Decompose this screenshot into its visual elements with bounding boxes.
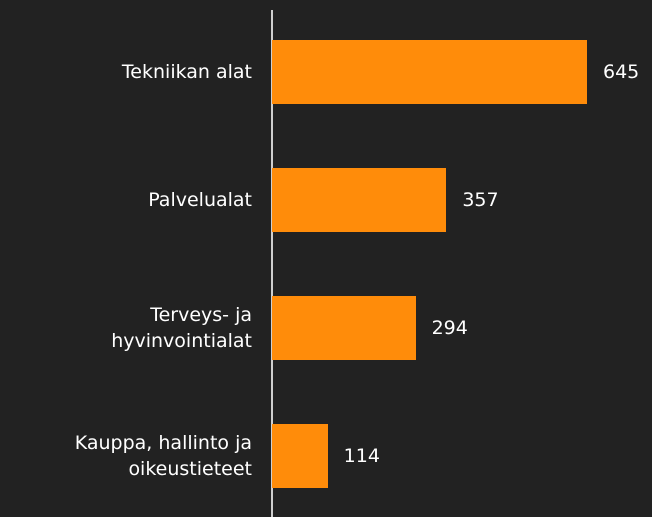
bar: [272, 168, 447, 232]
bar: [272, 424, 328, 488]
bar: [272, 296, 416, 360]
category-label: Terveys- ja hyvinvointialat: [111, 304, 252, 352]
category-label: Palvelualat: [148, 189, 252, 211]
value-label: 357: [462, 189, 499, 211]
value-label: 645: [603, 61, 640, 83]
axis-line: [271, 10, 273, 517]
category-label: Tekniikan alat: [121, 61, 252, 83]
bar: [272, 40, 587, 104]
value-label: 294: [431, 317, 468, 339]
value-label: 114: [343, 445, 380, 467]
category-label: Kauppa, hallinto ja oikeustieteet: [74, 432, 252, 480]
